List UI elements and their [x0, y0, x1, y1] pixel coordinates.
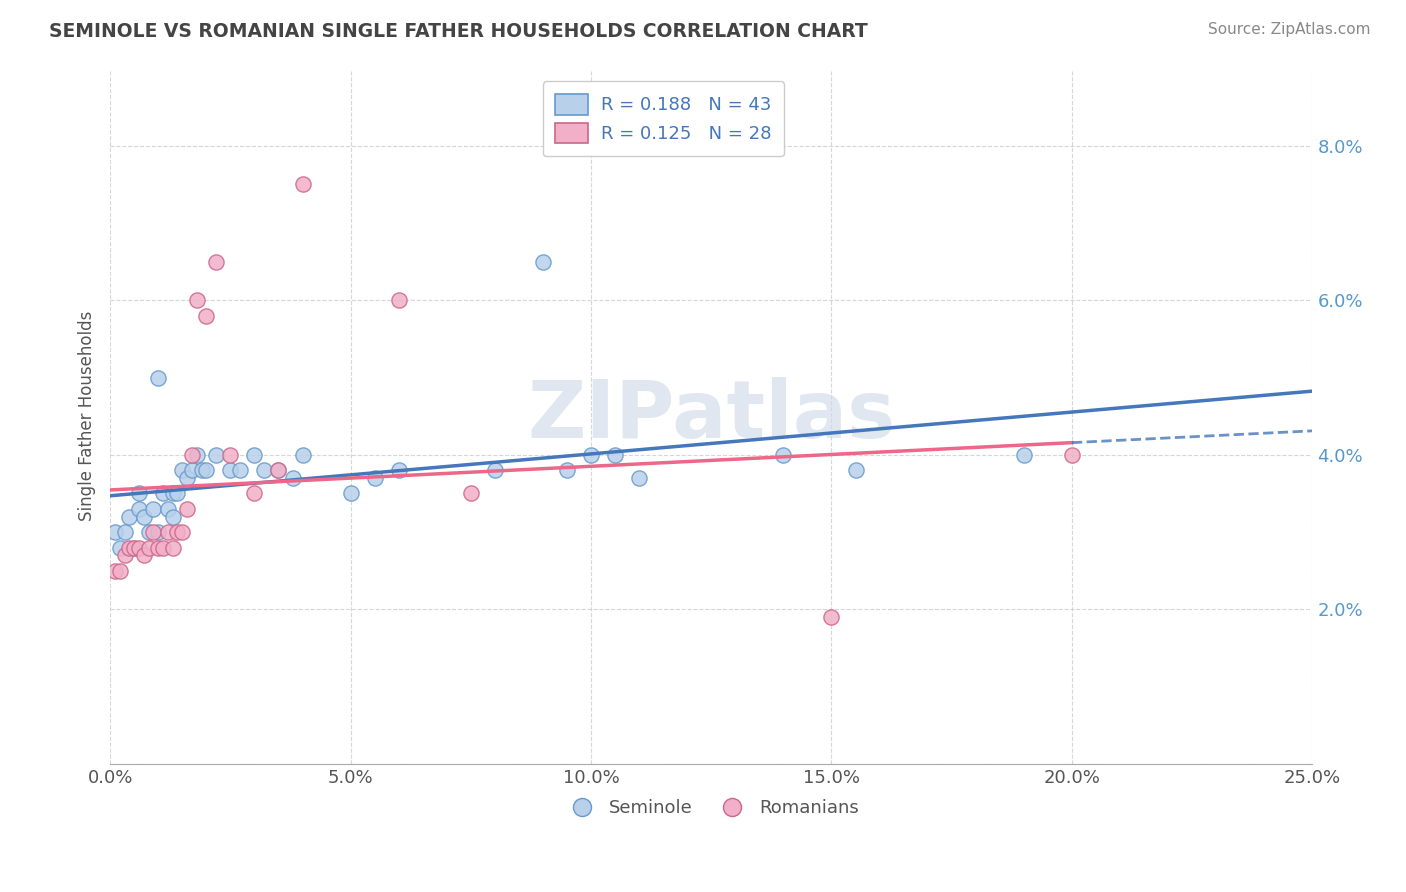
Point — [820, 610, 842, 624]
Point — [243, 448, 266, 462]
Point — [484, 463, 506, 477]
Point — [363, 471, 385, 485]
Point — [180, 448, 202, 462]
Point — [460, 486, 482, 500]
Point — [132, 548, 155, 562]
Point — [132, 509, 155, 524]
Point — [229, 463, 252, 477]
Point — [388, 293, 411, 308]
Point — [166, 486, 188, 500]
Point — [104, 564, 127, 578]
Point — [180, 463, 202, 477]
Point — [166, 524, 188, 539]
Point — [176, 471, 198, 485]
Point — [128, 541, 150, 555]
Point — [186, 293, 208, 308]
Point — [128, 486, 150, 500]
Point — [114, 548, 136, 562]
Point — [142, 501, 165, 516]
Point — [156, 524, 179, 539]
Point — [138, 541, 160, 555]
Point — [122, 541, 145, 555]
Point — [108, 541, 131, 555]
Point — [195, 309, 218, 323]
Point — [253, 463, 276, 477]
Point — [148, 524, 170, 539]
Text: Source: ZipAtlas.com: Source: ZipAtlas.com — [1208, 22, 1371, 37]
Point — [172, 463, 194, 477]
Point — [772, 448, 794, 462]
Y-axis label: Single Father Households: Single Father Households — [79, 311, 96, 521]
Point — [128, 501, 150, 516]
Point — [114, 524, 136, 539]
Point — [176, 501, 198, 516]
Text: ZIPatlas: ZIPatlas — [527, 377, 896, 455]
Point — [219, 448, 242, 462]
Point — [579, 448, 602, 462]
Point — [219, 463, 242, 477]
Point — [603, 448, 626, 462]
Point — [1060, 448, 1083, 462]
Point — [267, 463, 290, 477]
Point — [190, 463, 212, 477]
Point — [281, 471, 304, 485]
Point — [104, 524, 127, 539]
Point — [162, 509, 184, 524]
Point — [148, 541, 170, 555]
Point — [118, 509, 141, 524]
Point — [152, 541, 174, 555]
Point — [142, 524, 165, 539]
Point — [108, 564, 131, 578]
Point — [195, 463, 218, 477]
Point — [118, 541, 141, 555]
Point — [162, 486, 184, 500]
Point — [531, 254, 554, 268]
Point — [243, 486, 266, 500]
Point — [267, 463, 290, 477]
Point — [339, 486, 361, 500]
Point — [138, 524, 160, 539]
Legend: Seminole, Romanians: Seminole, Romanians — [557, 792, 866, 824]
Text: SEMINOLE VS ROMANIAN SINGLE FATHER HOUSEHOLDS CORRELATION CHART: SEMINOLE VS ROMANIAN SINGLE FATHER HOUSE… — [49, 22, 868, 41]
Point — [555, 463, 578, 477]
Point — [162, 541, 184, 555]
Point — [291, 178, 314, 192]
Point — [152, 486, 174, 500]
Point — [186, 448, 208, 462]
Point — [1012, 448, 1035, 462]
Point — [122, 541, 145, 555]
Point — [205, 254, 228, 268]
Point — [388, 463, 411, 477]
Point — [628, 471, 651, 485]
Point — [172, 524, 194, 539]
Point — [205, 448, 228, 462]
Point — [844, 463, 866, 477]
Point — [156, 501, 179, 516]
Point — [291, 448, 314, 462]
Point — [148, 370, 170, 384]
